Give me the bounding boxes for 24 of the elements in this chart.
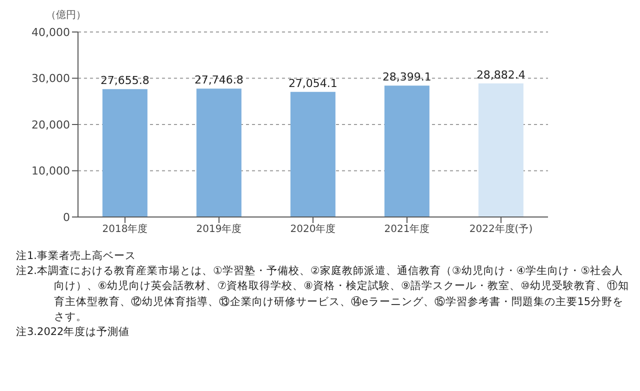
text: 注2.本調査における教育産業市場とは、①学習塾・予備校、②家庭教師派遣、通信教育（③幼児向け・④学生向け・⑤社会人向け）、⑥幼児向け英会話教材、⑦資格取得学校、⑧資格・検定試験、⑨語学スクール・教室、⑩幼児受験教育、⑪知育主体型教育、⑫幼児体育指導、⑬企業向け研修サービス、⑭eラーニング、⑮学習参考書・問題集の主要15分野をさす。 xyxy=(16,264,630,325)
y-tick-label: 10,000 xyxy=(32,164,70,178)
x-tick-label: 2022年度(予) xyxy=(469,223,533,236)
data-label: 27,746.8 xyxy=(194,74,244,87)
bar xyxy=(290,92,336,217)
y-tick-label: 30,000 xyxy=(32,72,70,86)
text: 注1.事業者売上高ベース xyxy=(16,249,138,264)
x-tick-label: 2018年度 xyxy=(102,223,148,236)
data-label: 28,399.1 xyxy=(382,70,432,84)
bar xyxy=(196,88,242,217)
data-label: 28,882.4 xyxy=(476,68,526,82)
x-tick-label: 2019年度 xyxy=(196,223,242,236)
bar xyxy=(384,86,430,217)
y-axis-title: （億円） xyxy=(46,8,86,22)
bar xyxy=(102,89,148,217)
y-tick-label: 0 xyxy=(63,210,70,224)
x-tick-label: 2021年度 xyxy=(384,223,430,236)
y-tick-label: 40,000 xyxy=(32,26,70,39)
x-tick-label: 2020年度 xyxy=(290,223,336,236)
data-label: 27,054.1 xyxy=(288,76,338,90)
data-label: 27,655.8 xyxy=(100,74,150,88)
bar xyxy=(478,83,524,217)
y-tick-label: 20,000 xyxy=(32,118,70,132)
text: 注3.2022年度は予測値 xyxy=(16,325,131,340)
